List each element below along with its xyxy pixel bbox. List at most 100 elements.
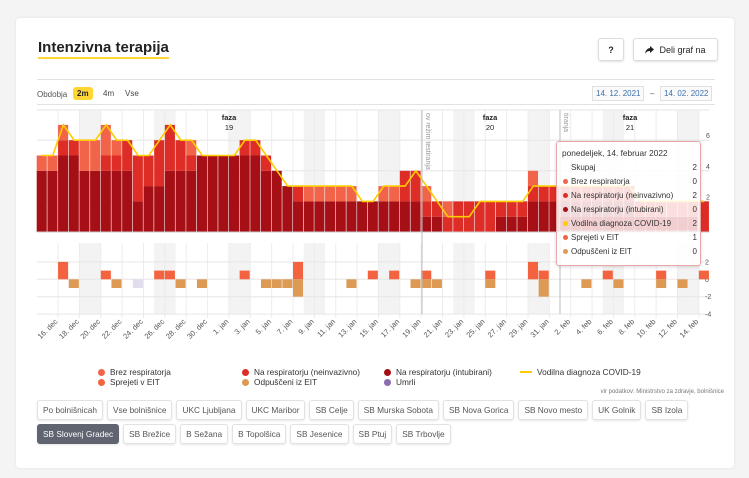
legend-dot-icon [384,378,391,386]
bar-sprejeti [164,270,175,280]
bar-sprejeti [389,270,400,280]
hospital-button[interactable]: Vse bolnišnice [106,400,173,420]
x-tick-label: 16. dec [36,317,60,341]
legend-item[interactable]: Odpuščeni iz EIT [242,377,317,387]
bar-intubirani [218,155,229,232]
hospital-button[interactable]: SB Novo mesto [518,400,589,420]
bar-brez [389,186,400,202]
bar-neinvazivno [485,201,496,232]
legend-item[interactable]: Umrli [384,377,415,387]
bar-intubirani [495,216,507,232]
hospital-button[interactable]: B Topolšica [232,424,287,444]
hospital-button[interactable]: SB Jesenice [290,424,349,444]
legend-dot-icon [98,368,105,376]
bar-intubirani [303,201,314,232]
bar-intubirani [90,170,101,232]
period-all-button[interactable]: Vse [125,89,139,98]
legend-item[interactable]: Na respiratorju (neinvazivno) [242,367,360,377]
bar-odpusceni [68,279,79,288]
date-from-input[interactable]: 14. 12. 2021 [592,86,645,101]
bar-intubirani [79,170,90,232]
hospital-button[interactable]: SB Izola [645,400,689,420]
hospital-button[interactable]: SB Nova Gorica [442,400,515,420]
x-tick-label: 4. feb [574,317,594,337]
bar-intubirani [282,186,293,232]
bar-brez [346,186,357,202]
legend-item[interactable]: Sprejeti v EIT [98,377,160,387]
legend-item[interactable]: Vodilna diagnoza COVID-19 [520,367,641,377]
weekend-band [463,243,475,314]
bar-sprejeti [367,270,378,280]
hospital-button[interactable]: SB Brežice [123,424,177,444]
bar-neinvazivno [538,186,549,202]
bar-intubirani [250,155,261,232]
bar-neinvazivno [495,201,507,217]
series-dot-icon [563,207,568,212]
period-4m-button[interactable]: 4m [103,89,115,98]
weekend-band [688,243,699,314]
hospital-button[interactable]: SB Trbovlje [396,424,451,444]
divider [37,104,715,105]
legend-item[interactable]: Brez respiratorja [98,367,171,377]
series-dot-icon [563,235,568,240]
tooltip-row-value: 2 [692,163,697,172]
bar-neinvazivno [293,186,304,202]
bar-intubirani [207,155,218,232]
bar-intubirani [335,201,346,232]
x-tick-label: 19. jan [400,317,422,339]
series-dot-icon [563,179,568,184]
legend-line-icon [520,371,532,373]
x-tick-label: 29. jan [507,317,529,339]
bar-neinvazivno [164,124,175,171]
hospital-button[interactable]: SB Celje [309,400,354,420]
bar-neinvazivno [431,201,442,217]
bar-brez [79,140,90,171]
bar-intubirani [47,170,58,232]
tooltip-row: Skupaj 2 [560,161,697,174]
bar-sprejeti [538,270,549,280]
weekend-band [453,243,464,314]
x-tick-label: 8. feb [617,317,637,337]
x-tick-label: 22. dec [100,317,124,341]
hospital-button[interactable]: UKC Ljubljana [176,400,242,420]
bar-brez [47,155,58,171]
hospital-button[interactable]: Po bolnišnicah [37,400,103,420]
bar-intubirani [143,186,154,232]
bar-odpusceni [485,279,496,288]
hospital-button[interactable]: SB Ptuj [352,424,393,444]
hospital-button[interactable]: B Sežana [180,424,229,444]
bar-intubirani [421,216,432,232]
bar-intubirani [399,201,410,232]
bar-intubirani [325,201,336,232]
x-tick-label: 30. dec [185,317,209,341]
bar-odpusceni [196,279,207,288]
period-2m-button[interactable]: 2m [73,87,93,100]
bar-intubirani [186,170,197,232]
bar-brez [100,124,111,156]
bar-brez [303,186,314,202]
bar-intubirani [68,155,79,232]
bar-intubirani [549,201,560,232]
hospital-button[interactable]: UKC Maribor [245,400,306,420]
tooltip-row: Odpuščeni iz EIT 0 [560,245,697,258]
hospital-button[interactable]: SB Murska Sobota [357,400,439,420]
x-tick-label: 25. jan [464,317,486,339]
bar-sprejeti [239,270,250,280]
bar-intubirani [346,201,357,232]
legend-label: Brez respiratorja [110,367,171,377]
bar-intubirani [260,170,272,232]
x-tick-label: 21. jan [422,317,444,339]
weekend-band [228,243,240,314]
legend-dot-icon [242,368,249,376]
bar-neinvazivno [122,140,133,171]
tooltip-row: Brez respiratorja 0 [560,175,697,188]
date-to-input[interactable]: 14. 02. 2022 [660,86,713,101]
divider [37,79,715,80]
share-button[interactable]: Deli graf na [633,38,718,61]
bar-intubirani [100,170,111,232]
hospital-button[interactable]: SB Slovenj Gradec [37,424,120,444]
hospital-button[interactable]: UK Golnik [592,400,642,420]
legend-item[interactable]: Na respiratorju (intubirani) [384,367,492,377]
data-source: vir podatkov: Ministrstvo za zdravje, bo… [600,389,724,395]
help-button[interactable]: ? [598,38,624,61]
